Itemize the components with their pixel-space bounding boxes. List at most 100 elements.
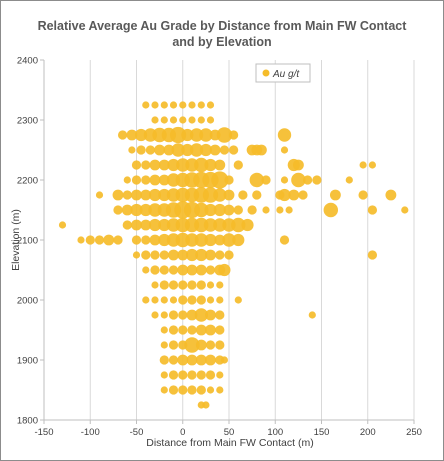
data-bubble xyxy=(148,218,162,232)
data-bubble xyxy=(215,340,225,350)
data-bubble xyxy=(215,250,225,260)
data-bubble xyxy=(85,235,95,245)
data-bubble xyxy=(204,203,217,217)
data-bubble xyxy=(209,144,221,156)
data-bubble xyxy=(308,311,316,319)
data-bubble xyxy=(184,337,200,353)
data-bubble xyxy=(385,189,397,201)
data-bubble xyxy=(168,385,179,395)
data-bubble xyxy=(345,176,353,184)
data-bubble xyxy=(140,189,152,201)
data-bubble xyxy=(169,296,178,304)
data-bubble xyxy=(323,202,339,218)
data-bubble xyxy=(168,280,179,290)
data-bubble xyxy=(186,354,198,366)
data-bubble xyxy=(224,250,234,260)
data-bubble xyxy=(195,354,207,366)
data-bubble xyxy=(205,249,216,261)
data-bubble xyxy=(204,158,217,172)
data-bubble xyxy=(132,251,141,259)
data-bubble xyxy=(148,203,162,217)
data-bubble xyxy=(168,340,179,350)
data-bubble xyxy=(150,250,160,260)
data-bubble xyxy=(222,233,236,247)
data-bubble xyxy=(228,145,239,155)
data-bubble xyxy=(224,175,234,185)
y-tick-label: 1900 xyxy=(17,356,38,367)
data-bubble xyxy=(185,233,199,247)
data-bubble xyxy=(216,296,224,304)
x-tick-label: -150 xyxy=(34,427,53,438)
data-bubble xyxy=(231,217,246,233)
data-bubble xyxy=(213,218,227,232)
data-bubble xyxy=(181,128,194,142)
data-bubble xyxy=(131,219,142,231)
data-bubble xyxy=(179,101,187,109)
data-bubble xyxy=(187,370,197,380)
data-bubble xyxy=(158,233,171,247)
data-bubble xyxy=(142,266,150,274)
data-bubble xyxy=(141,250,151,260)
data-bubble xyxy=(223,189,235,201)
data-bubble xyxy=(136,145,146,155)
x-tick-label: 200 xyxy=(360,427,376,438)
data-bubble xyxy=(280,176,289,184)
data-bubble xyxy=(277,128,292,142)
data-bubble xyxy=(178,280,188,290)
data-bubble xyxy=(197,101,205,109)
data-bubble xyxy=(151,116,159,124)
data-bubble xyxy=(279,235,290,245)
data-bubble xyxy=(160,296,168,304)
x-tick-label: 50 xyxy=(224,427,235,438)
data-bubble xyxy=(215,310,225,320)
y-tick-label: 2100 xyxy=(17,236,38,247)
data-bubble xyxy=(169,116,178,124)
data-bubble xyxy=(168,310,179,320)
data-bubble xyxy=(195,339,207,351)
data-bubble xyxy=(195,264,207,276)
data-bubble xyxy=(249,172,265,188)
data-bubble xyxy=(278,188,291,202)
legend-marker xyxy=(262,69,270,77)
chart-title: Relative Average Au Grade by Distance fr… xyxy=(0,18,444,50)
data-bubble xyxy=(168,370,179,380)
data-bubble xyxy=(160,116,168,124)
data-bubble xyxy=(167,158,180,172)
data-bubble xyxy=(292,159,304,171)
data-bubble xyxy=(113,205,123,215)
data-bubble xyxy=(151,311,159,319)
data-bubble xyxy=(205,265,216,275)
data-bubble xyxy=(195,324,207,336)
data-bubble xyxy=(199,128,213,142)
data-bubble xyxy=(148,188,162,202)
data-bubble xyxy=(252,190,262,200)
data-bubble xyxy=(171,143,185,157)
data-bubble xyxy=(234,296,242,304)
data-bubble xyxy=(204,233,217,247)
data-bubble xyxy=(141,160,151,170)
data-bubble xyxy=(203,218,218,232)
data-bubble xyxy=(220,356,228,364)
data-bubble xyxy=(177,264,189,276)
data-bubble xyxy=(140,219,152,231)
x-tick-label: 150 xyxy=(314,427,330,438)
data-bubble xyxy=(178,370,188,380)
data-bubble xyxy=(122,220,132,230)
data-bubble xyxy=(178,310,188,320)
data-bubble xyxy=(131,175,142,185)
data-bubble xyxy=(103,234,115,246)
data-bubble xyxy=(228,130,239,140)
data-bubble xyxy=(160,311,168,319)
data-bubble xyxy=(205,340,216,350)
data-bubble xyxy=(199,143,212,157)
data-bubble xyxy=(122,190,132,200)
data-bubble xyxy=(77,236,85,244)
data-bubble xyxy=(189,143,204,157)
data-bubble xyxy=(131,189,142,201)
data-bubble xyxy=(187,280,197,290)
data-bubble xyxy=(154,144,166,156)
data-bubble xyxy=(233,160,243,170)
data-bubble xyxy=(302,175,313,185)
data-bubble xyxy=(113,235,123,245)
